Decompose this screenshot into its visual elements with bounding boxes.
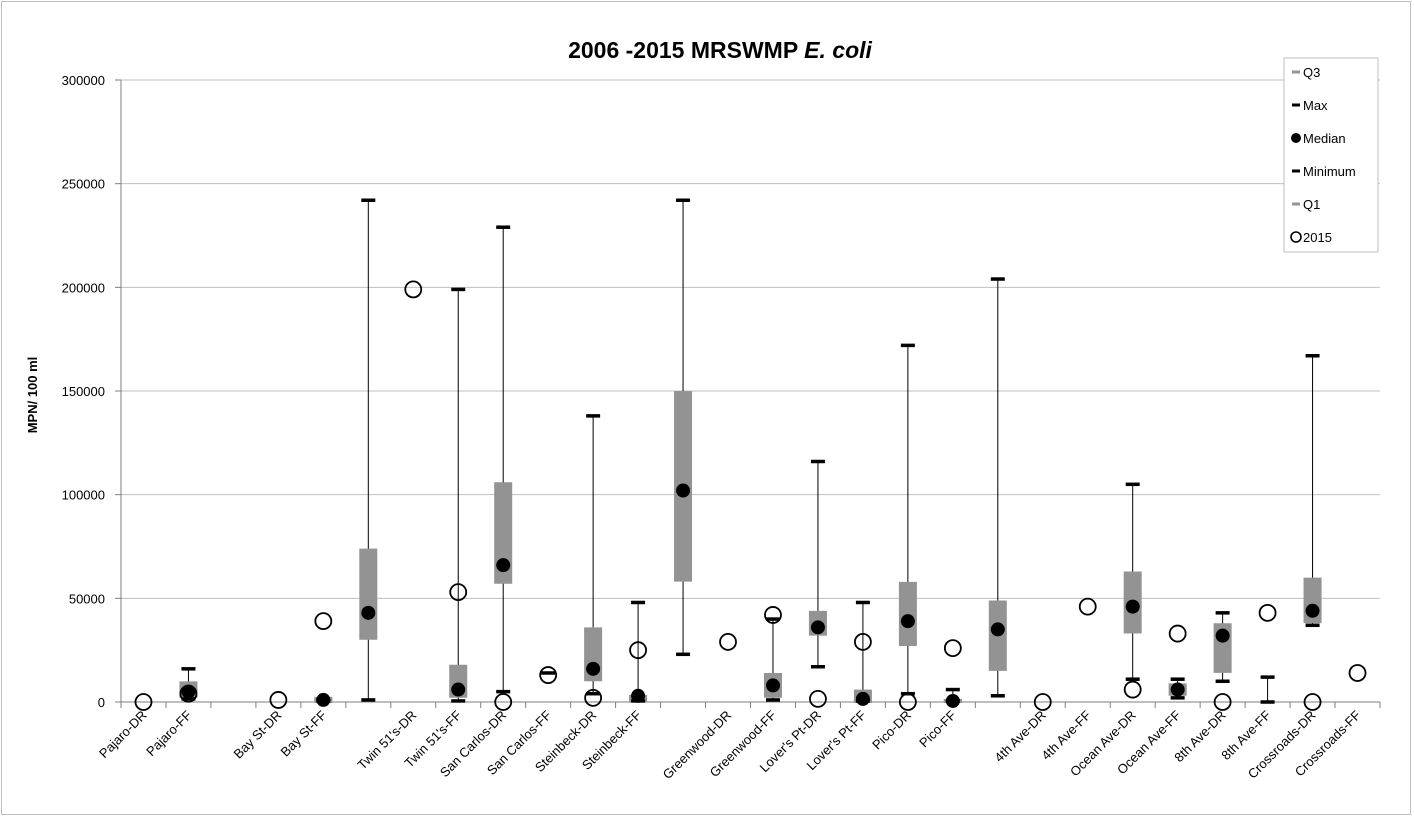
point-2015: [1348, 664, 1367, 682]
median-point: [1305, 603, 1320, 618]
point-2015: [943, 639, 962, 657]
point-2015: [898, 693, 917, 711]
median-point: [1215, 628, 1230, 643]
chart-title-main: 2006 -2015 MRSWMP: [568, 37, 804, 63]
median-point: [361, 605, 376, 620]
median-point: [496, 558, 511, 573]
category-label: Pajaro-FF: [143, 707, 195, 759]
y-tick-label: 100000: [62, 488, 105, 503]
median-point: [990, 622, 1005, 637]
point-2015: [1078, 597, 1097, 616]
point-2015: [179, 684, 198, 703]
point-2015: [584, 688, 603, 707]
legend-median-symbol: [1291, 133, 1301, 143]
point-2015: [1033, 693, 1052, 711]
point-2015: [1303, 693, 1322, 711]
iqr-box: [359, 550, 378, 638]
median-point: [181, 684, 196, 699]
legend-box: [1283, 57, 1379, 253]
median-point: [316, 692, 331, 707]
median-point: [765, 678, 780, 693]
point-2015: [719, 632, 737, 651]
median-point: [1170, 682, 1185, 697]
legend-label: Minimum: [1303, 164, 1356, 179]
point-2015: [269, 691, 288, 709]
category-label: Bay St-FF: [277, 707, 329, 759]
point-2015: [1258, 603, 1277, 622]
y-tick-labels: 0 50000 100000 150000 200000 250000 300000: [62, 73, 121, 710]
category-label: 4th Ave-DR: [991, 708, 1048, 765]
point-2015: [539, 666, 558, 684]
legend-label: Median: [1303, 131, 1346, 146]
point-2015: [1213, 693, 1232, 711]
median-point: [631, 688, 646, 703]
iqr-box: [898, 583, 917, 644]
legend-label: Q1: [1303, 197, 1320, 212]
point-2015: [764, 606, 782, 624]
y-tick-label: 300000: [62, 73, 105, 88]
point-2015: [854, 632, 872, 651]
plot-marks: [134, 198, 1367, 711]
y-tick-label: 0: [98, 695, 105, 710]
point-2015: [1123, 680, 1142, 699]
iqr-box: [494, 484, 513, 582]
legend-label: 2015: [1303, 230, 1332, 245]
y-tick-label: 50000: [69, 591, 105, 606]
category-label: Pajaro-DR: [96, 708, 150, 762]
median-point: [586, 661, 601, 676]
category-label: Pico-FF: [916, 707, 959, 750]
median-point: [1125, 599, 1140, 614]
gridlines: [120, 79, 1381, 708]
median-point: [900, 614, 915, 629]
median-point: [945, 693, 960, 708]
median-point: [451, 682, 466, 697]
legend: Q3 Max Median Minimum Q1 2015: [1283, 57, 1379, 253]
legend-label: Q3: [1303, 65, 1320, 80]
point-2015: [314, 612, 333, 631]
category-label: Bay St-DR: [230, 708, 284, 762]
y-tick-label: 200000: [62, 280, 105, 295]
median-point: [810, 620, 825, 635]
chart-title-italic: E. coli: [804, 37, 872, 63]
legend-2015-symbol: [1290, 231, 1302, 243]
point-2015: [809, 689, 827, 708]
point-2015: [494, 693, 513, 711]
point-2015: [1168, 624, 1187, 643]
y-tick-label: 250000: [62, 177, 105, 192]
point-2015: [629, 641, 647, 660]
point-2015: [404, 280, 423, 299]
point-2015: [134, 693, 153, 711]
y-axis-label: MPN/ 100 ml: [25, 357, 40, 434]
legend-label: Max: [1303, 98, 1328, 113]
category-label: Pico-DR: [869, 708, 914, 753]
median-point: [855, 691, 870, 706]
y-tick-label: 150000: [62, 384, 105, 399]
median-point: [676, 483, 691, 498]
point-2015: [449, 583, 468, 602]
chart-title: 2006 -2015 MRSWMP E. coli: [568, 37, 872, 63]
